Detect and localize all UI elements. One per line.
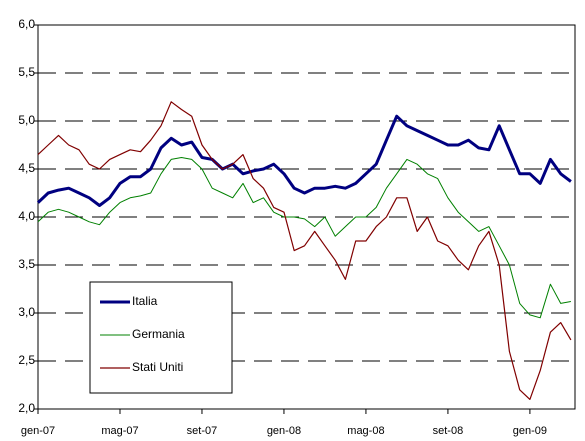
y-tick-label: 3,0 (18, 305, 35, 319)
legend-label: Germania (132, 327, 185, 341)
y-tick-label: 4,0 (18, 209, 35, 223)
y-tick-label: 2,0 (18, 401, 35, 415)
x-tick-label: gen-07 (21, 425, 55, 437)
x-tick-label: mag-07 (101, 425, 138, 437)
legend-label: Stati Uniti (132, 360, 183, 374)
x-tick-label: gen-09 (513, 425, 547, 437)
x-tick-label: mag-08 (347, 425, 384, 437)
y-tick-label: 5,0 (18, 113, 35, 127)
plot-frame (37, 24, 576, 410)
y-tick-label: 4,5 (18, 161, 35, 175)
legend-label: Italia (132, 294, 158, 308)
y-tick-label: 2,5 (18, 353, 35, 367)
y-tick-label: 5,5 (18, 65, 35, 79)
x-tick-label: set-07 (187, 425, 218, 437)
x-tick-label: gen-08 (267, 425, 301, 437)
y-tick-label: 6,0 (18, 17, 35, 31)
y-tick-label: 3,5 (18, 257, 35, 271)
series-line (37, 157, 571, 319)
series-line (36, 114, 572, 207)
x-tick-label: set-08 (433, 425, 464, 437)
series-line (37, 101, 572, 400)
